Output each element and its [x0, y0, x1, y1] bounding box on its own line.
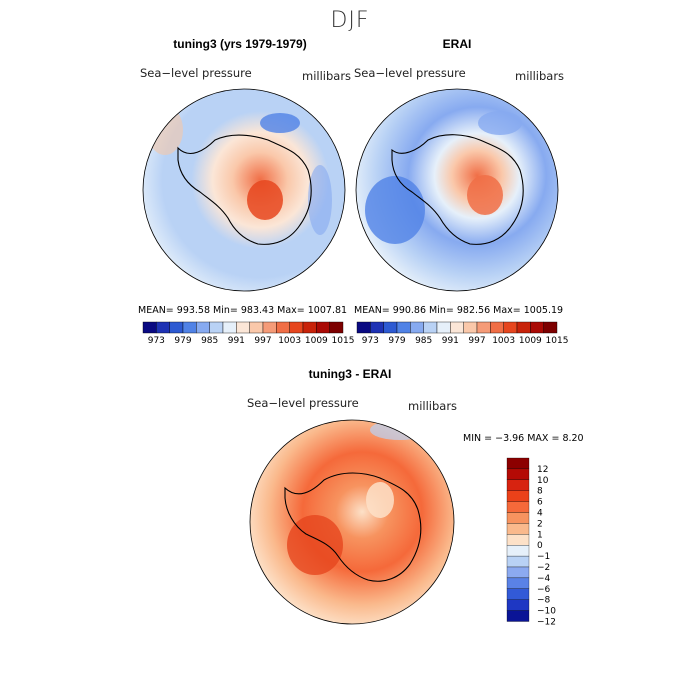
- colorbar-swatch: [410, 321, 424, 334]
- colorbar-tick-label: 997: [468, 336, 485, 346]
- colorbar-tick-label: 1003: [492, 336, 515, 346]
- colorbar-tick-label: 973: [362, 336, 379, 346]
- colorbar-swatch: [329, 321, 344, 334]
- colorbar-tick-label: −10: [537, 607, 556, 617]
- panel-title-difference: tuning3 - ERAI: [308, 367, 392, 381]
- colorbar-swatch: [463, 321, 478, 334]
- colorbar-tick-label: 1003: [278, 336, 301, 346]
- colorbar-tick-label: −2: [537, 563, 550, 573]
- colorbar-tick-label: −12: [537, 618, 556, 628]
- stats-difference: MIN = −3.96 MAX = 8.20: [463, 433, 584, 444]
- panel-title-obs: ERAI: [442, 37, 472, 51]
- colorbar-swatch: [383, 321, 398, 334]
- colorbar-swatch: [506, 599, 530, 611]
- season-title: DJF: [330, 8, 370, 33]
- colorbar-swatch: [222, 321, 237, 334]
- colorbar-swatch: [543, 321, 558, 334]
- colorbar-tick-label: 6: [537, 498, 543, 508]
- colorbar-swatch: [506, 555, 530, 568]
- colorbar-swatch: [209, 321, 224, 334]
- colorbar-swatch: [506, 468, 530, 480]
- colorbar-swatch: [169, 321, 184, 334]
- variable-label-difference: Sea−level pressure: [247, 396, 359, 410]
- colorbar-tick-label: 979: [388, 336, 405, 346]
- colorbar-swatch: [476, 321, 491, 334]
- colorbar-tick-label: −4: [537, 574, 551, 584]
- colorbar-swatch: [506, 512, 530, 524]
- colorbar-swatch: [506, 610, 530, 622]
- colorbar-swatch: [490, 321, 504, 334]
- colorbar-tick-label: 1: [537, 530, 543, 540]
- colorbar-swatch: [506, 501, 530, 513]
- colorbar-tick-label: 4: [537, 509, 543, 519]
- colorbar-tick-label: 12: [537, 465, 548, 475]
- colorbar-swatch: [530, 321, 544, 334]
- colorbar-tick-label: 8: [537, 487, 543, 497]
- stats-obs: MEAN= 990.86 Min= 982.56 Max= 1005.19: [354, 305, 564, 316]
- colorbar-swatch: [249, 321, 264, 334]
- colorbar-tick-label: 973: [148, 336, 165, 346]
- colorbar-tick-label: 10: [537, 476, 549, 486]
- colorbar-swatch: [506, 566, 530, 579]
- colorbar-swatch: [506, 490, 530, 502]
- colorbar-swatch: [289, 321, 304, 334]
- colorbar-swatch: [450, 321, 464, 334]
- colorbar-swatch: [506, 545, 530, 557]
- colorbar-swatch: [142, 321, 157, 334]
- colorbar-swatch: [356, 321, 371, 334]
- colorbar-swatch: [503, 321, 518, 334]
- colorbar-swatch: [506, 588, 530, 600]
- colorbar-tick-label: 985: [415, 336, 432, 346]
- colorbar-tick-label: 991: [442, 336, 459, 346]
- units-label-model: millibars: [302, 69, 352, 83]
- colorbar-swatch: [236, 321, 250, 334]
- colorbar-swatch: [506, 457, 530, 470]
- colorbar-tick-label: 0: [537, 541, 543, 551]
- colorbar-tick-label: 985: [201, 336, 218, 346]
- colorbar-obs: 973 979 985 991 997 1003 1009 1015: [356, 321, 569, 346]
- colorbar-swatch: [506, 534, 530, 546]
- colorbar-swatch: [423, 321, 438, 334]
- colorbar-swatch: [182, 321, 197, 334]
- map-difference: [249, 419, 455, 625]
- colorbar-swatch: [436, 321, 451, 334]
- colorbar-model: 973 979 985 991 997 1003 1009 1015: [142, 321, 355, 346]
- colorbar-swatch: [196, 321, 210, 334]
- variable-label-model: Sea−level pressure: [140, 66, 252, 80]
- colorbar-swatch: [276, 321, 290, 334]
- colorbar-tick-label: 979: [174, 336, 191, 346]
- stats-model: MEAN= 993.58 Min= 983.43 Max= 1007.81: [138, 305, 348, 316]
- map-obs: [355, 88, 559, 292]
- colorbar-tick-label: −6: [537, 585, 551, 595]
- colorbar-tick-label: 991: [228, 336, 245, 346]
- units-label-difference: millibars: [408, 399, 458, 413]
- units-label-obs: millibars: [515, 69, 565, 83]
- colorbar-swatch: [302, 321, 317, 334]
- colorbar-swatch: [516, 321, 531, 334]
- colorbar-tick-label: −8: [537, 596, 551, 606]
- colorbar-swatch: [156, 321, 170, 334]
- colorbar-swatch: [262, 321, 277, 334]
- colorbar-tick-label: 1009: [519, 336, 542, 346]
- colorbar-swatch: [506, 577, 530, 589]
- colorbar-swatch: [316, 321, 330, 334]
- colorbar-tick-label: 997: [254, 336, 271, 346]
- colorbar-swatch: [396, 321, 411, 334]
- colorbar-tick-label: 2: [537, 519, 543, 529]
- colorbar-tick-label: 1015: [332, 336, 355, 346]
- panel-title-model: tuning3 (yrs 1979-1979): [173, 37, 307, 51]
- colorbar-tick-label: −1: [537, 552, 550, 562]
- variable-label-obs: Sea−level pressure: [354, 66, 466, 80]
- colorbar-swatch: [370, 321, 384, 334]
- map-model: [142, 88, 346, 292]
- colorbar-tick-label: 1015: [546, 336, 569, 346]
- colorbar-swatch: [506, 523, 530, 535]
- colorbar-tick-label: 1009: [305, 336, 328, 346]
- colorbar-swatch: [506, 479, 530, 491]
